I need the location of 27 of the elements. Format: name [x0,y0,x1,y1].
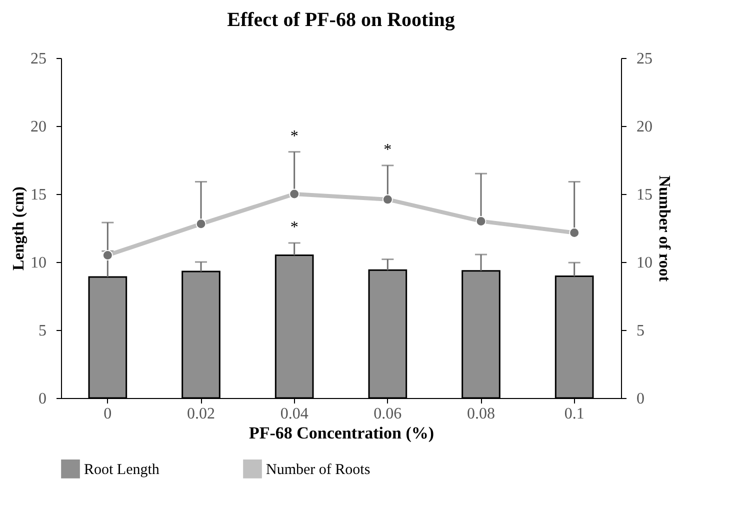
chart-title: Effect of PF-68 on Rooting [227,9,455,31]
data-label: * [290,218,298,236]
x-tick-label: 0.02 [187,406,215,422]
y2-tick-label: 25 [636,50,652,68]
x-axis-title: PF-68 Concentration (%) [248,424,434,442]
y2-axis-title: Number of root [656,175,672,282]
y2-tick-label: 5 [636,322,644,340]
y-axis-title: Length (cm) [10,186,28,270]
y2-tick-label: 10 [636,254,652,272]
y-tick-label: 10 [30,254,46,272]
y2-tick-label: 20 [636,118,652,136]
x-tick-label: 0.1 [564,406,584,422]
y-tick-label: 15 [30,186,46,204]
y-tick-label: 20 [30,118,46,136]
y2-tick-label: 15 [636,186,652,204]
data-label: * [290,128,298,145]
y2-tick-label: 0 [636,390,644,408]
x-tick-label: 0 [104,406,112,422]
y-tick-label: 0 [38,390,46,408]
x-tick-label: 0.04 [280,406,308,422]
x-tick-label: 0.06 [374,406,402,422]
y-tick-label: 25 [30,50,46,68]
y-tick-label: 5 [38,322,46,340]
data-label: * [384,141,392,158]
legend-label: Root Length [84,462,160,478]
x-tick-label: 0.08 [467,406,495,422]
legend-label: Number of Roots [266,462,370,478]
